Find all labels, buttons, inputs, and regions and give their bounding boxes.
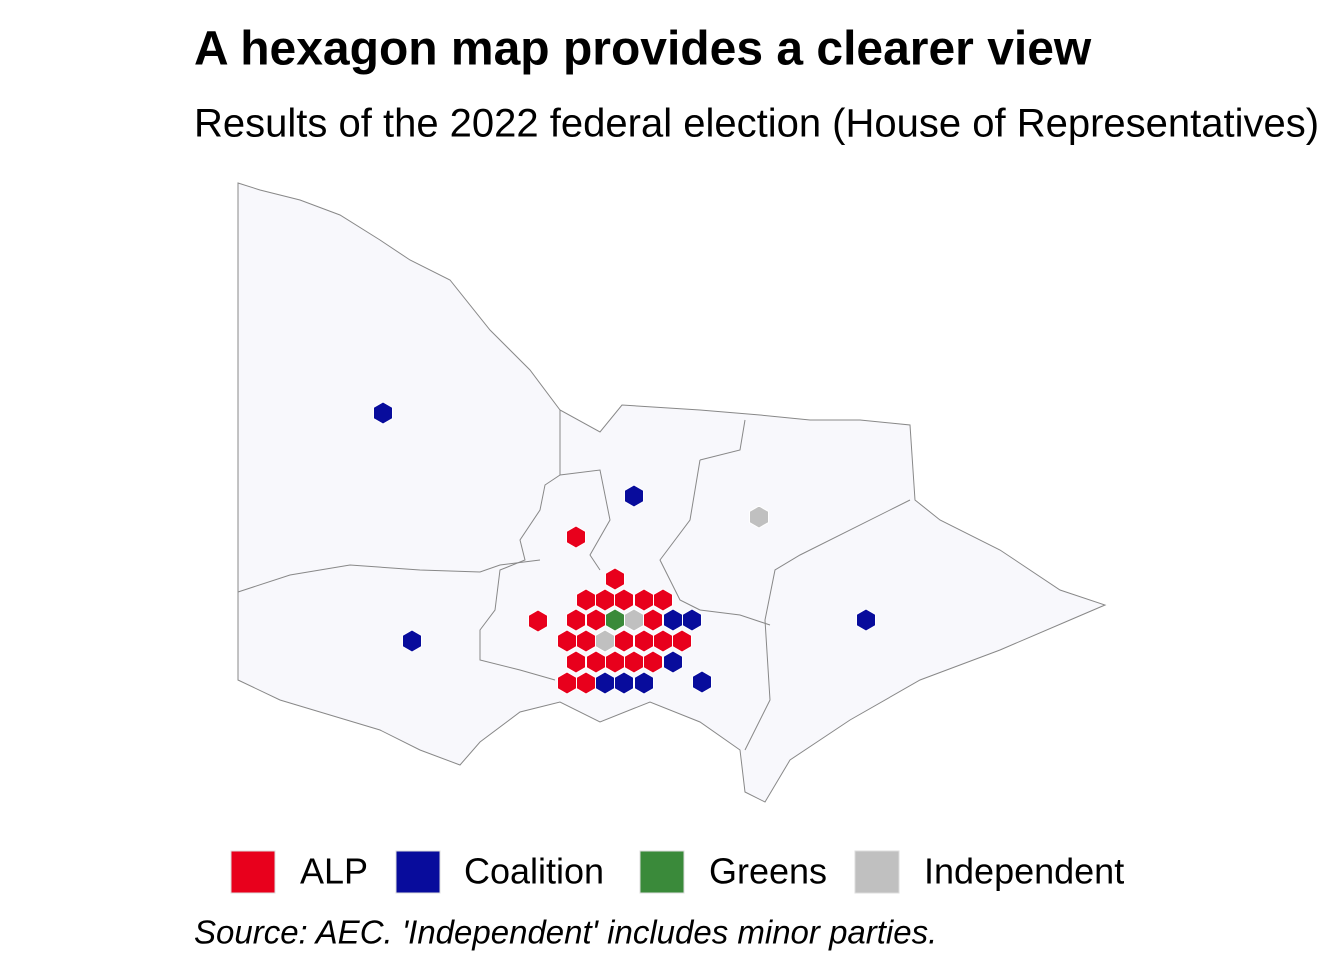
electorate-hex [663, 608, 683, 632]
electorate-hex [653, 588, 673, 612]
electorate-hex [605, 567, 625, 591]
electorate-hex [576, 588, 596, 612]
electorate-hex [402, 629, 422, 653]
electorate-hex [576, 629, 596, 653]
electorate-hex [624, 484, 644, 508]
electorate-hex [614, 671, 634, 695]
electorate-hex [576, 671, 596, 695]
region-border [479, 410, 561, 681]
electorate-hex [528, 609, 548, 633]
legend: ALP Coalition Greens Independent [230, 850, 1124, 894]
region [237, 182, 1107, 803]
legend-swatch [395, 850, 441, 894]
legend-label: ALP [300, 851, 368, 892]
electorate-hex [634, 629, 654, 653]
region-border [699, 609, 771, 626]
region-border [237, 559, 541, 593]
region-border [559, 469, 611, 571]
electorate-hex [634, 588, 654, 612]
electorate-hex [634, 671, 654, 695]
electorate-hex [557, 629, 577, 653]
region-border [659, 459, 701, 611]
legend-swatch [639, 850, 685, 894]
electorate-hex [653, 629, 673, 653]
electorate-hex [566, 525, 586, 549]
hex-layer [373, 401, 876, 695]
subtitle: Results of the 2022 federal election (Ho… [194, 102, 1319, 146]
region-border [744, 499, 911, 751]
legend-label: Coalition [464, 851, 604, 892]
legend-label: Independent [924, 851, 1124, 892]
region-border [699, 419, 746, 461]
electorate-hex [624, 650, 644, 674]
electorate-hex [373, 401, 393, 425]
title: A hexagon map provides a clearer view [194, 23, 1092, 76]
state-outline [237, 182, 1107, 803]
electorate-hex [682, 608, 702, 632]
legend-swatch [854, 850, 900, 894]
electorate-hex [595, 671, 615, 695]
electorate-hex [643, 650, 663, 674]
electorate-hex [856, 608, 876, 632]
electorate-hex [643, 608, 663, 632]
electorate-hex [566, 650, 586, 674]
electorate-hex [692, 670, 712, 694]
electorate-hex [586, 650, 606, 674]
electorate-hex [614, 629, 634, 653]
legend-label: Greens [709, 851, 827, 892]
electorate-hex [663, 650, 683, 674]
source: Source: AEC. 'Independent' includes mino… [194, 914, 937, 951]
electorate-hex [595, 588, 615, 612]
electorate-hex [624, 608, 644, 632]
electorate-hex [586, 608, 606, 632]
electorate-hex [672, 629, 692, 653]
electorate-hex [749, 505, 769, 529]
electorate-hex [595, 629, 615, 653]
electorate-hex [605, 650, 625, 674]
electorate-hex [605, 608, 625, 632]
electorate-hex [557, 671, 577, 695]
legend-swatch [230, 850, 276, 894]
electorate-hex [614, 588, 634, 612]
electorate-hex [566, 608, 586, 632]
